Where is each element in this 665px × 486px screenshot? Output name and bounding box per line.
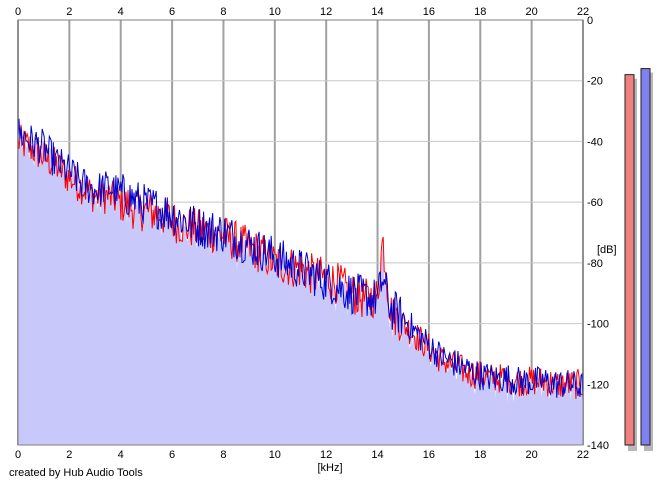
- level-meter-1: [624, 74, 635, 446]
- y-axis-label: [dB]: [597, 244, 617, 256]
- x-tick-label-top: 16: [423, 6, 435, 18]
- y-tick-label: -140: [587, 440, 609, 452]
- level-meter-2: [640, 68, 651, 446]
- level-meters: [624, 68, 653, 452]
- x-tick-label-top: 8: [220, 6, 226, 18]
- x-tick-label-bottom: 10: [269, 449, 281, 461]
- plot-frame: [17, 19, 584, 446]
- credit-text: created by Hub Audio Tools: [9, 467, 143, 479]
- x-tick-label-bottom: 20: [526, 449, 538, 461]
- y-tick-label: -80: [587, 258, 603, 270]
- y-tick-label: -120: [587, 379, 609, 391]
- x-tick-label-top: 10: [269, 6, 281, 18]
- x-tick-label-bottom: 22: [577, 449, 589, 461]
- y-tick-label: -100: [587, 319, 609, 331]
- y-tick-label: -60: [587, 197, 603, 209]
- x-tick-label-top: 6: [169, 6, 175, 18]
- plot-border: [17, 19, 584, 446]
- y-tick-label: -20: [587, 76, 603, 88]
- y-tick-labels: 0 -20 -40 -60 -80 -100 -120 -140: [587, 15, 609, 452]
- x-tick-label-bottom: 0: [15, 449, 21, 461]
- x-tick-label-top: 20: [526, 6, 538, 18]
- y-tick-label: 0: [587, 15, 593, 27]
- x-tick-label-bottom: 4: [118, 449, 124, 461]
- x-tick-label-top: 4: [118, 6, 124, 18]
- x-tick-label-top: 0: [15, 6, 21, 18]
- x-tick-label-top: 2: [66, 6, 72, 18]
- x-tick-label-bottom: 14: [371, 449, 383, 461]
- x-tick-label-bottom: 18: [474, 449, 486, 461]
- x-tick-label-bottom: 6: [169, 449, 175, 461]
- spectrum-lines: [17, 118, 584, 401]
- x-tick-labels-bottom: 0 2 4 6 8 10 12 14 16 18 20 22: [15, 449, 589, 461]
- x-tick-label-top: 14: [371, 6, 383, 18]
- y-tick-label: -40: [587, 136, 603, 148]
- x-tick-label-bottom: 16: [423, 449, 435, 461]
- series-line-2: [17, 118, 584, 401]
- x-tick-label-bottom: 12: [320, 449, 332, 461]
- x-axis-label: [kHz]: [317, 462, 342, 474]
- x-tick-label-top: 22: [577, 6, 589, 18]
- x-tick-label-top: 18: [474, 6, 486, 18]
- x-tick-label-top: 12: [320, 6, 332, 18]
- x-tick-label-bottom: 2: [66, 449, 72, 461]
- x-tick-labels-top: 0 2 4 6 8 10 12 14 16 18 20 22: [15, 6, 589, 18]
- x-tick-label-bottom: 8: [220, 449, 226, 461]
